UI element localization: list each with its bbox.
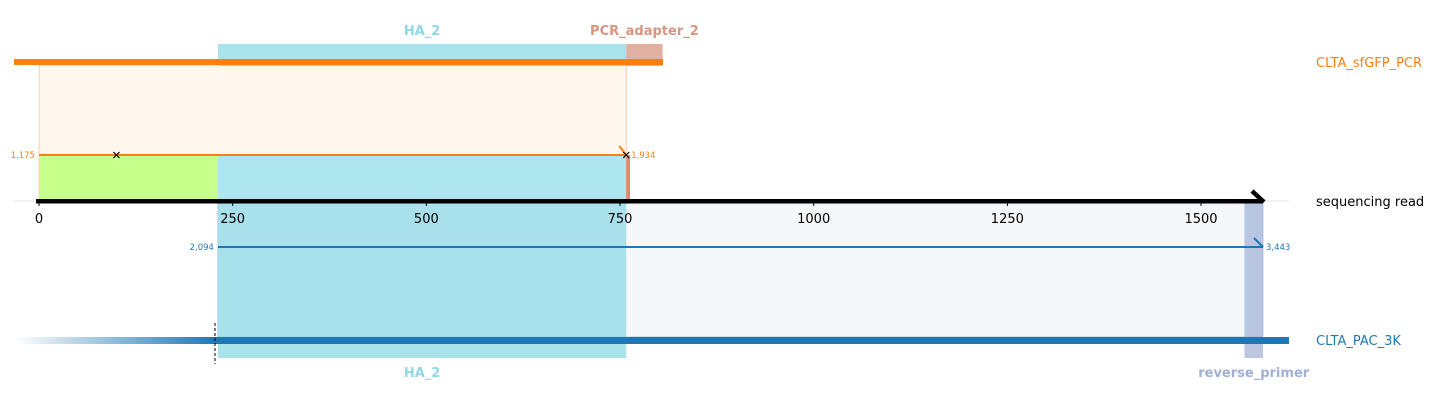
top-feature-label-0: HA_2 [404,24,441,39]
bottom-reference-line [215,337,1289,344]
bottom-reference-fade [14,337,216,344]
bottom-feature-band-0 [217,202,627,358]
top-reference-name: CLTA_sfGFP_PCR [1316,56,1422,71]
bottom-feature-band-1 [1244,202,1263,358]
read-feature-block-2 [626,155,631,201]
read-feature-block-0 [39,155,218,201]
read-name: sequencing read [1316,195,1424,210]
read-tick-label-6: 1500 [1184,212,1217,227]
read-axis-arrow [1250,189,1266,204]
read-tick-label-0: 0 [35,212,43,227]
top-ref-start-coord: 1,175 [11,151,35,161]
mismatch-marker-1 [622,151,630,159]
bottom-reference-name: CLTA_PAC_3K [1316,334,1401,349]
read-tick-label-2: 500 [414,212,439,227]
bottom-alignment-arrow [1253,237,1264,248]
bottom-ref-start-coord: 2,094 [190,243,214,253]
read-axis-line [36,199,1263,204]
top-ref-end-coord: 1,934 [631,151,655,161]
read-feature-block-1 [217,155,627,201]
read-tick-label-3: 750 [608,212,633,227]
bottom-feature-label-0: HA_2 [404,366,441,381]
bottom-feature-label-1: reverse_primer [1198,366,1310,381]
top-feature-label-1: PCR_adapter_2 [590,24,699,39]
mismatch-marker-0 [113,151,120,159]
read-tick-label-4: 1000 [797,212,830,227]
read-tick-label-5: 1250 [991,212,1024,227]
ha2-spacer [218,66,626,155]
read-tick-label-1: 250 [220,212,245,227]
top-reference-line [14,59,663,65]
bottom-ref-end-coord: 3,443 [1266,243,1290,253]
